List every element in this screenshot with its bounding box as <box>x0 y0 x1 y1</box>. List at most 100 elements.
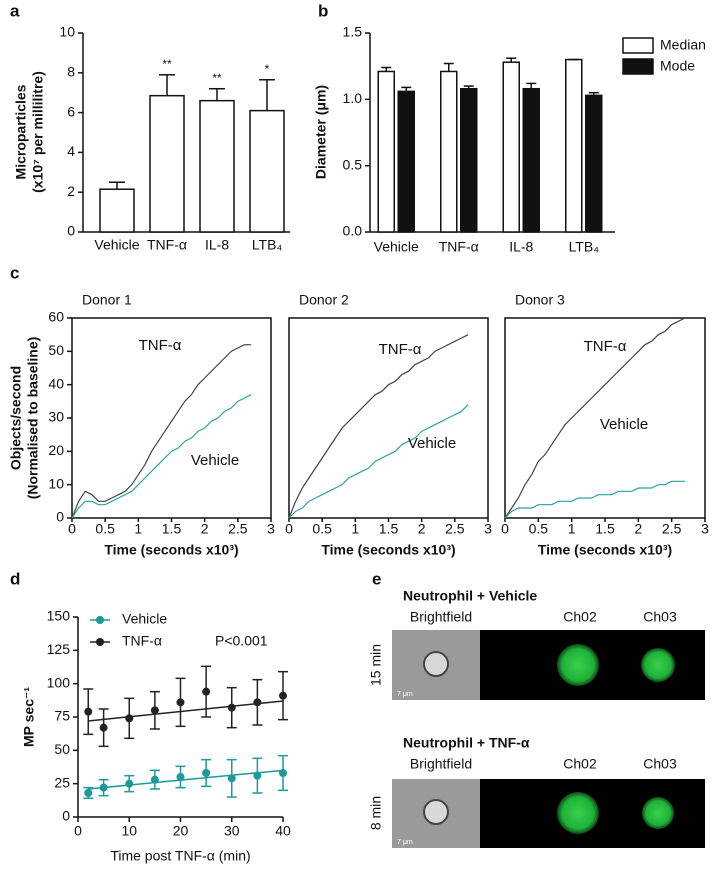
panel-title: Donor 3 <box>515 292 565 308</box>
data-point <box>202 687 211 696</box>
data-point <box>279 691 287 700</box>
series-label: Vehicle <box>408 435 456 452</box>
x-tick-label: 2.5 <box>445 521 465 537</box>
series-line <box>71 394 252 519</box>
y-tick-label: 2 <box>67 183 75 199</box>
x-tick-label: 2.5 <box>662 521 682 537</box>
x-tick-label: 2 <box>634 521 642 537</box>
bar <box>199 99 235 233</box>
y-tick-label: 60 <box>48 309 64 325</box>
x-tick-label: IL-8 <box>205 237 229 253</box>
fit-line <box>88 769 284 790</box>
x-tick-label: 1.5 <box>162 521 182 537</box>
y-tick-label: 0.5 <box>343 156 363 172</box>
bar <box>565 58 583 233</box>
y-tick-label: 50 <box>48 342 64 358</box>
panel-label: d <box>10 569 20 588</box>
y-tick-label: 1.0 <box>343 90 363 106</box>
data-point <box>279 769 287 777</box>
x-axis-label: Time post TNF-α (min) <box>110 848 250 864</box>
y-tick-label: 25 <box>54 774 70 790</box>
y-tick-label: 0 <box>67 223 75 239</box>
panel-label: a <box>10 1 20 20</box>
x-tick-label: 3 <box>701 521 709 537</box>
y-tick-label: 6 <box>67 103 75 119</box>
cell <box>557 792 599 834</box>
y-axis-label: Objects/second <box>8 366 24 470</box>
time-label: 8 min <box>368 796 384 830</box>
data-point <box>99 723 108 732</box>
y-axis-label: Microparticles <box>13 84 29 179</box>
cell <box>557 644 599 686</box>
x-axis-label: Time (seconds x10³) <box>538 542 672 558</box>
channel-label: Brightfield <box>410 609 472 625</box>
cell <box>642 797 674 829</box>
legend-label: Mode <box>660 58 695 74</box>
x-tick-label: 0 <box>285 521 293 537</box>
x-tick-label: 3 <box>267 521 275 537</box>
significance-label: * <box>265 62 270 76</box>
bar <box>460 87 478 233</box>
y-axis-label: Diameter (μm) <box>313 85 329 179</box>
x-tick-label: 10 <box>121 823 137 839</box>
channel-label: Ch02 <box>563 609 597 625</box>
significance-label: ** <box>162 57 172 71</box>
bar <box>377 70 395 233</box>
x-tick-label: 0 <box>68 521 76 537</box>
imaging-panel: Neutrophil + Vehicle Brightfield Ch02 Ch… <box>368 588 705 848</box>
data-point <box>253 771 262 780</box>
series-line <box>288 334 469 519</box>
x-tick-label: IL-8 <box>509 239 533 255</box>
y-tick-label: 20 <box>48 442 64 458</box>
series-line <box>504 480 685 519</box>
bar <box>502 61 520 233</box>
panel-label: b <box>318 1 328 20</box>
panel-label: c <box>10 263 19 282</box>
y-tick-label: 30 <box>48 409 64 425</box>
data-point <box>84 789 93 797</box>
data-point <box>176 773 185 781</box>
y-tick-label: 125 <box>47 641 71 657</box>
legend-label: TNF-α <box>122 633 162 649</box>
scale-label: 7 μm <box>397 839 413 846</box>
y-tick-label: 0.0 <box>343 223 363 239</box>
y-tick-label: 1.5 <box>343 24 363 40</box>
data-point <box>176 698 185 707</box>
x-tick-label: 0 <box>74 823 82 839</box>
channel-label: Ch03 <box>643 609 677 625</box>
x-tick-label: 30 <box>224 823 240 839</box>
x-tick-label: 1 <box>351 521 359 537</box>
data-point <box>202 769 211 777</box>
time-label: 15 min <box>368 644 384 686</box>
x-tick-label: 0 <box>501 521 509 537</box>
x-tick-label: 3 <box>484 521 492 537</box>
series-line <box>288 404 469 519</box>
legend-marker <box>96 638 104 646</box>
x-tick-label: 0.5 <box>529 521 549 537</box>
y-tick-label: 0 <box>56 509 64 525</box>
legend-swatch <box>622 58 654 75</box>
y-axis-label: (x10⁷ per millilitre) <box>30 71 46 193</box>
y-tick-label: 50 <box>54 741 70 757</box>
x-tick-label: 0.5 <box>95 521 115 537</box>
annotation: P<0.001 <box>215 633 268 649</box>
legend-swatch <box>622 37 654 54</box>
bar <box>397 90 415 233</box>
fit-line <box>88 700 284 722</box>
x-tick-label: 1 <box>134 521 142 537</box>
data-point <box>227 703 236 712</box>
x-tick-label: 1.5 <box>379 521 399 537</box>
x-tick-label: 2 <box>201 521 209 537</box>
data-point <box>150 775 159 784</box>
series-label: TNF-α <box>139 337 182 354</box>
data-point <box>125 714 134 723</box>
row-title: Neutrophil + TNF-α <box>403 735 530 751</box>
panel-title: Donor 1 <box>82 292 132 308</box>
scale-label: 7 μm <box>397 691 413 698</box>
x-tick-label: TNF-α <box>439 239 479 255</box>
bar <box>522 87 540 233</box>
x-axis-label: Time (seconds x10³) <box>321 542 455 558</box>
x-tick-label: TNF-α <box>147 237 187 253</box>
x-tick-label: LTB₄ <box>252 237 283 253</box>
